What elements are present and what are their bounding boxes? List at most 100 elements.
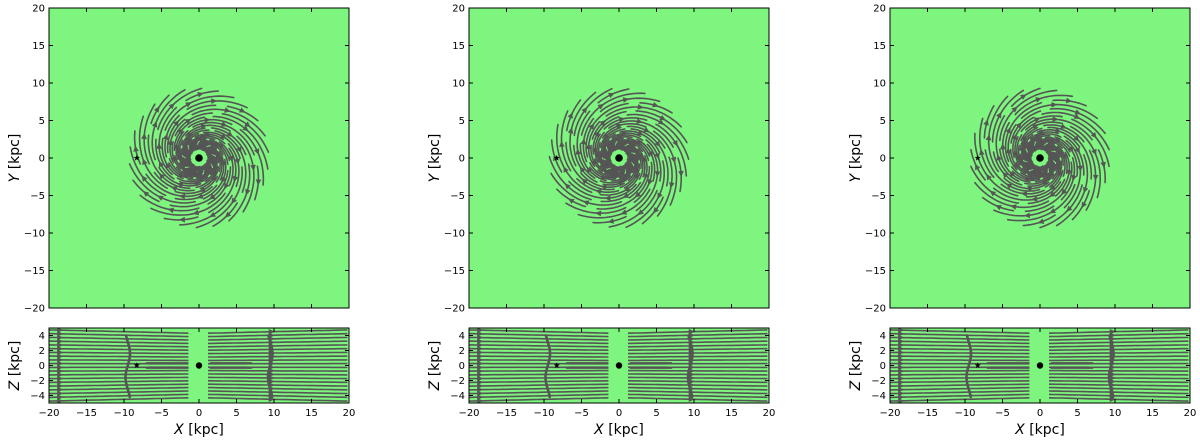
y-axis-label: Y [kpc]: [7, 134, 23, 183]
streamline-arrow: [159, 160, 165, 168]
y-axis-unit: [kpc]: [848, 341, 864, 381]
streamline-arrow: [156, 142, 162, 149]
y-tick-label: 4: [880, 331, 886, 342]
streamline: [890, 380, 1030, 384]
streamline-arrow: [234, 158, 241, 165]
streamline: [469, 340, 609, 345]
streamline: [469, 397, 609, 402]
streamline-arrow: [184, 118, 192, 125]
y-tick-label: −2: [30, 376, 45, 387]
streamline: [627, 351, 768, 355]
streamline-arrow: [986, 173, 992, 181]
streamline-arrow: [595, 210, 602, 217]
streamline: [469, 347, 609, 351]
sun-star-marker: [974, 154, 981, 161]
panel-4: −20 −15 −10 −5 0 5 10 15 20 Y [kpc]: [848, 4, 1191, 315]
streamline: [1048, 380, 1189, 384]
streamline-arrow: [979, 149, 985, 156]
streamline-arrow: [996, 154, 1002, 161]
streamline-arrow: [268, 371, 275, 378]
x-tick-label: −15: [496, 408, 517, 419]
streamline: [627, 340, 768, 345]
streamline-arrow: [604, 195, 611, 201]
streamline-arrow: [1005, 147, 1012, 154]
streamline-arrow: [637, 209, 644, 216]
streamline-arrow: [575, 148, 581, 155]
streamline-arrow: [898, 398, 905, 403]
streamline-arrow: [245, 188, 251, 196]
streamline: [627, 344, 768, 348]
streamline-arrow: [477, 334, 484, 341]
x-tick-label: −20: [879, 408, 900, 419]
galactic-center-marker: [1036, 362, 1044, 369]
x-tick-label: −5: [574, 408, 589, 419]
streamline: [49, 393, 189, 399]
streamline: [627, 329, 768, 334]
y-tick-label: 10: [873, 79, 886, 90]
streamline-arrow: [568, 198, 575, 204]
x-tick-label: 15: [725, 408, 738, 419]
streamlines: [548, 87, 690, 229]
x-tick-label: 20: [343, 408, 356, 419]
streamline-arrow: [1067, 146, 1074, 153]
streamline-arrow: [57, 345, 64, 352]
streamline: [207, 329, 348, 334]
streamline: [627, 393, 768, 399]
streamline-arrow: [898, 390, 905, 397]
streamline-arrow: [224, 107, 231, 113]
streamline-arrow: [1020, 191, 1028, 197]
vertical-streamline: [1107, 334, 1115, 399]
streamline-arrow: [224, 211, 232, 218]
streamline-arrow: [250, 164, 256, 172]
streamline-arrow: [581, 107, 588, 114]
y-axis-symbol: Y: [427, 172, 443, 182]
streamline-arrow: [654, 140, 661, 148]
streamline-arrow: [197, 92, 204, 98]
streamline-arrow: [1032, 124, 1039, 130]
x-tick-label: 20: [1184, 408, 1197, 419]
streamline-arrow: [477, 360, 484, 367]
streamline-arrow: [151, 121, 158, 128]
y-axis-unit: [kpc]: [427, 341, 443, 381]
streamline: [890, 376, 1030, 380]
streamline-arrow: [192, 209, 200, 216]
streamline-arrow: [643, 127, 650, 133]
streamline-arrow: [898, 383, 905, 389]
vertical-streamline: [544, 334, 552, 399]
streamline: [1048, 386, 1189, 391]
streamline-arrow: [477, 394, 484, 400]
streamline-arrow: [1074, 109, 1082, 115]
sun-star-marker: [133, 154, 140, 161]
streamline: [49, 383, 189, 387]
streamline-arrow: [477, 345, 484, 352]
streamline-arrow: [185, 102, 192, 108]
streamline-arrow: [180, 167, 188, 173]
streamline-arrow: [57, 386, 64, 393]
streamline-arrow: [477, 372, 484, 378]
streamline-arrow: [228, 155, 234, 162]
streamline-arrow: [57, 398, 64, 403]
streamline: [890, 386, 1030, 391]
streamline-arrow: [898, 342, 905, 348]
sun-star-marker: [974, 362, 981, 369]
streamline: [469, 329, 609, 334]
streamline: [627, 332, 768, 338]
streamline-arrow: [654, 152, 660, 160]
streamline-arrow: [57, 357, 64, 363]
streamline-arrow: [1015, 122, 1022, 129]
streamline-arrow: [626, 167, 633, 175]
x-axis-symbol: X: [1014, 422, 1025, 438]
streamline: [469, 336, 609, 341]
x-tick-label: 5: [1074, 408, 1080, 419]
streamline-arrow: [1028, 141, 1035, 148]
vertical-streamline: [124, 334, 132, 399]
streamline-arrow: [57, 390, 64, 397]
streamline-arrow: [236, 146, 242, 154]
streamline-arrow: [898, 386, 905, 393]
streamline-arrow: [600, 184, 607, 190]
streamline-arrow: [1051, 102, 1058, 108]
streamline-arrow: [1035, 97, 1042, 103]
streamline-arrow: [657, 119, 665, 125]
streamline-arrow: [268, 332, 275, 339]
